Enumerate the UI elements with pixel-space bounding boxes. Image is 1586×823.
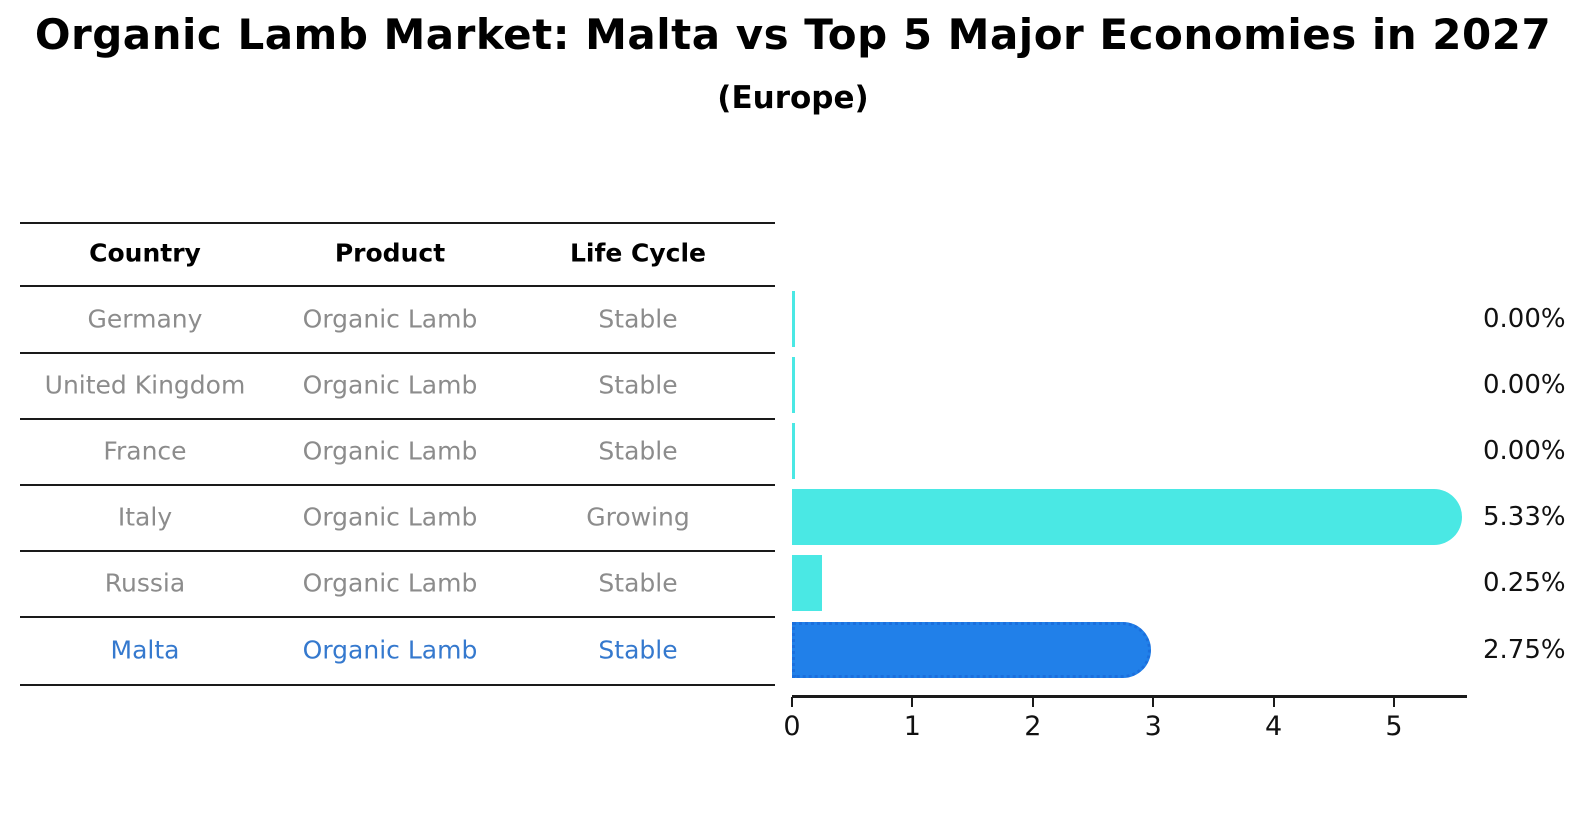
column-header-life-cycle: Life Cycle [569, 238, 707, 268]
country-cell: Italy [117, 502, 173, 532]
bar-united-kingdom [792, 357, 795, 413]
bar-germany [792, 290, 795, 347]
life-cycle-cell: Stable [598, 568, 678, 598]
x-axis-tick-label: 2 [1024, 711, 1042, 742]
country-cell: Germany [87, 304, 203, 333]
x-axis-tick [1393, 697, 1395, 707]
table-horizontal-line [20, 352, 775, 354]
country-cell: Malta [110, 635, 180, 665]
life-cycle-cell: Growing [586, 502, 690, 532]
value-label-germany: 0.00% [1483, 303, 1566, 334]
table-row-france: France Organic Lamb Stable [20, 418, 775, 484]
table-row-russia: Russia Organic Lamb Stable [20, 550, 775, 616]
column-header-product: Product [334, 238, 446, 268]
table-horizontal-line [20, 684, 775, 686]
table-horizontal-line [20, 418, 775, 420]
country-cell: United Kingdom [44, 370, 246, 400]
x-axis-tick-label: 1 [903, 711, 921, 742]
life-cycle-cell: Stable [598, 304, 678, 333]
bar-italy [792, 489, 1462, 545]
bar-malta [792, 622, 1152, 678]
product-cell: Organic Lamb [302, 304, 478, 333]
bar-russia [792, 555, 823, 611]
x-axis-tick [911, 697, 914, 707]
value-label-russia: 0.25% [1483, 568, 1566, 598]
table-row-germany: Germany Organic Lamb Stable [20, 286, 775, 352]
x-axis-tick [791, 697, 793, 707]
x-axis-tick-label: 4 [1265, 711, 1283, 742]
x-axis-tick [1031, 697, 1034, 707]
value-label-italy: 5.33% [1483, 502, 1566, 532]
value-label-united-kingdom: 0.00% [1483, 370, 1566, 400]
x-axis-tick-label: 0 [783, 711, 801, 742]
x-axis-tick-label: 3 [1144, 711, 1162, 742]
value-label-france: 0.00% [1483, 436, 1566, 466]
product-cell: Organic Lamb [302, 436, 478, 466]
table-horizontal-line [20, 484, 775, 486]
chart-subtitle: (Europe) [717, 80, 869, 116]
table-horizontal-line [20, 550, 775, 552]
x-axis-tick [1152, 697, 1155, 707]
product-cell: Organic Lamb [302, 635, 478, 665]
product-cell: Organic Lamb [302, 370, 478, 400]
country-cell: France [103, 436, 187, 466]
x-axis-tick-label: 5 [1385, 711, 1403, 742]
chart-title: Organic Lamb Market: Malta vs Top 5 Majo… [34, 10, 1552, 59]
column-header-country: Country [89, 238, 201, 268]
bar-france [792, 423, 795, 479]
table-horizontal-line [20, 285, 775, 287]
table-row-malta: Malta Organic Lamb Stable [20, 617, 775, 683]
life-cycle-cell: Stable [598, 635, 678, 665]
life-cycle-cell: Stable [598, 370, 678, 400]
life-cycle-cell: Stable [598, 436, 678, 466]
table-horizontal-line [20, 222, 775, 224]
x-axis-tick [1272, 697, 1275, 707]
x-axis-line [792, 695, 1467, 698]
value-label-malta: 2.75% [1483, 635, 1566, 665]
country-cell: Russia [104, 568, 186, 598]
table-horizontal-line [20, 616, 775, 618]
product-cell: Organic Lamb [302, 568, 478, 598]
table-row-italy: Italy Organic Lamb Growing [20, 484, 775, 550]
product-cell: Organic Lamb [302, 502, 478, 532]
table-row-united-kingdom: United Kingdom Organic Lamb Stable [20, 352, 775, 418]
